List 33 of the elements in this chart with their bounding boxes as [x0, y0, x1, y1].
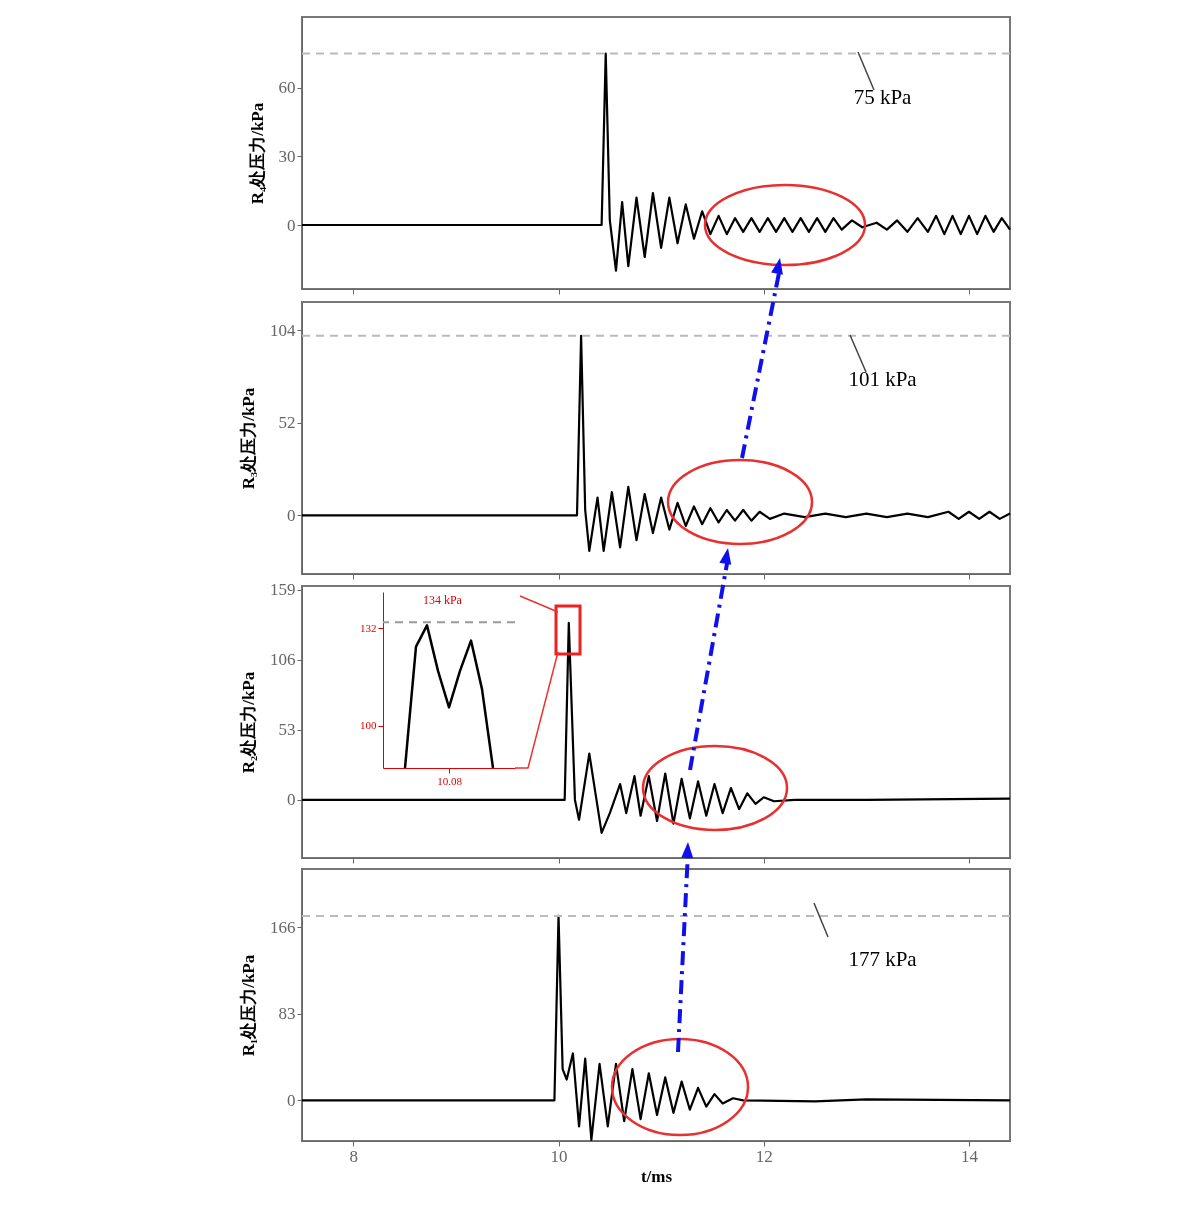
x-tick-label: 14 — [960, 1146, 979, 1166]
x-tick-label: 10 — [550, 1146, 568, 1166]
x-tick-label: 10.08 — [437, 774, 463, 787]
x-tick-label: 8 — [349, 1146, 359, 1166]
y-axis-title: R₂处压力/kPa — [239, 671, 258, 774]
x-tick-label: 12 — [755, 1146, 773, 1166]
y-tick-label: 106 — [270, 650, 296, 670]
y-axis-title: R₃处压力/kPa — [239, 387, 258, 490]
line-series — [300, 52, 1012, 272]
y-tick-label: 0 — [287, 505, 296, 525]
line-series — [300, 334, 1012, 552]
y-axis-title: R₄处压力/kPa — [247, 102, 267, 205]
y-tick-label: 53 — [278, 720, 296, 740]
y-tick-label: 83 — [278, 1004, 296, 1024]
y-tick-label: 100 — [360, 719, 377, 732]
y-tick-label: 30 — [278, 146, 296, 166]
ref-line-label: 101 kPa — [848, 366, 918, 391]
ref-line-label: 177 kPa — [848, 946, 918, 971]
line-series — [300, 621, 1012, 835]
y-tick-label: 0 — [287, 215, 296, 235]
y-tick-label: 60 — [278, 78, 296, 98]
line-series — [403, 624, 495, 770]
y-tick-label: 0 — [287, 790, 296, 810]
ref-line-label: 134 kPa — [422, 593, 463, 608]
y-tick-label: 0 — [287, 1090, 296, 1110]
y-axis-title: R₁处压力/kPa — [239, 954, 258, 1057]
y-tick-label: 159 — [270, 580, 296, 600]
y-tick-label: 104 — [270, 320, 296, 340]
y-tick-label: 132 — [360, 621, 377, 634]
y-tick-label: 52 — [278, 413, 296, 433]
x-axis-title: t/ms — [640, 1166, 673, 1186]
y-tick-label: 166 — [270, 917, 296, 937]
ref-line-label: 75 kPa — [853, 84, 913, 109]
